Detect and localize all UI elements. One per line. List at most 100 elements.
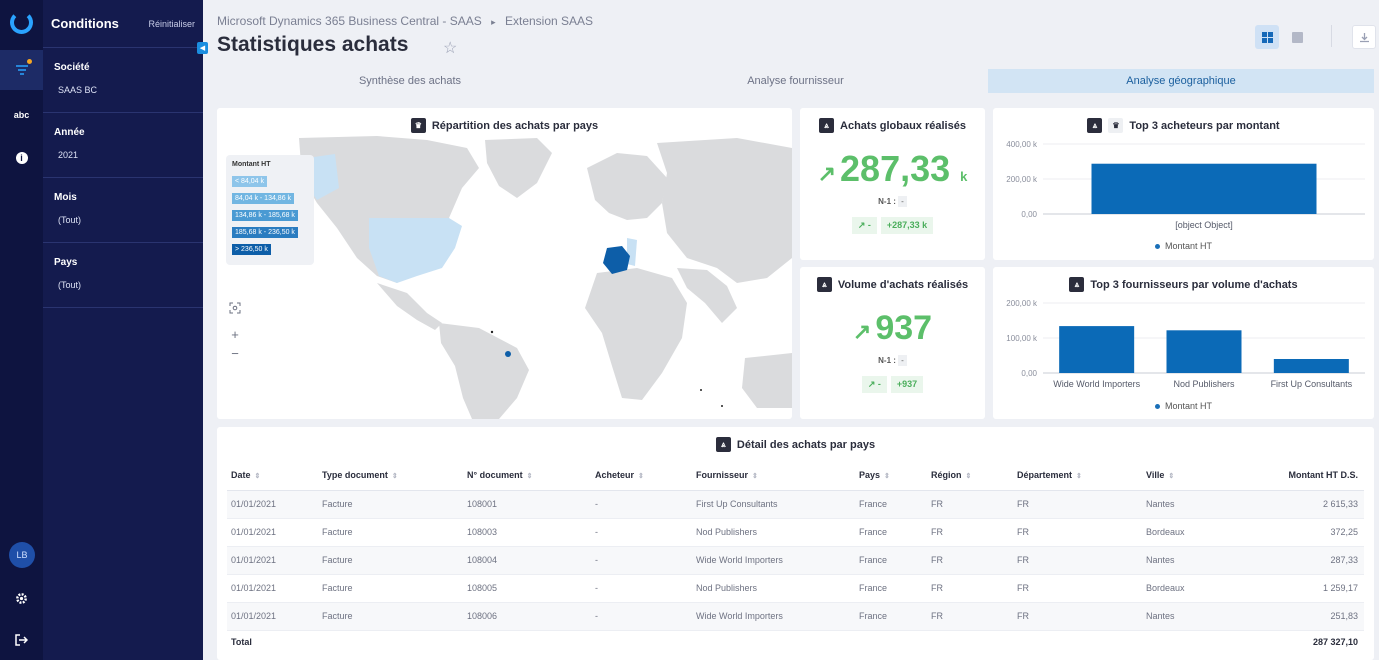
info-nav-button[interactable]: i — [0, 138, 43, 178]
sort-icon[interactable]: ⇕ — [752, 472, 758, 480]
table-cell: France — [855, 602, 927, 631]
map-legend: Montant HT < 84,04 k 84,04 k - 134,86 k … — [226, 155, 314, 265]
chart-legend[interactable]: Montant HT — [993, 401, 1374, 411]
single-view-button[interactable] — [1285, 25, 1309, 49]
legend-item[interactable]: 185,68 k - 236,50 k — [232, 225, 308, 242]
app-logo-icon — [10, 11, 33, 34]
sort-icon[interactable]: ⇕ — [884, 472, 890, 480]
settings-button[interactable] — [0, 578, 43, 618]
bar[interactable] — [1273, 359, 1349, 373]
bar[interactable] — [1166, 330, 1242, 373]
fit-map-button[interactable] — [225, 298, 245, 318]
grid-view-button[interactable] — [1255, 25, 1279, 49]
zoom-in-button[interactable]: + — [225, 324, 245, 344]
collapse-panel-button[interactable]: ◀ — [197, 42, 208, 54]
table-cell: Nod Publishers — [692, 518, 855, 547]
chevron-left-icon: ◀ — [199, 45, 206, 52]
top-buyers-card: ⩓ ♛ Top 3 acheteurs par montant 0,00 200,… — [993, 108, 1374, 260]
zoom-out-button[interactable]: − — [225, 343, 245, 363]
sort-icon[interactable]: ⇕ — [526, 472, 533, 480]
column-header[interactable]: Fournisseur ⇕ — [692, 460, 855, 491]
y-tick-label: 400,00 k — [1006, 140, 1038, 149]
column-header[interactable]: Région ⇕ — [927, 460, 1013, 491]
legend-item[interactable]: > 236,50 k — [232, 242, 308, 259]
top-suppliers-chart: 0,00 100,00 k 200,00 k Wide World Importers… — [1006, 299, 1365, 389]
legend-item[interactable]: < 84,04 k — [232, 174, 308, 191]
table-cell: FR — [1013, 546, 1142, 575]
table-cell: Facture — [318, 574, 463, 603]
column-header[interactable]: Type document ⇕ — [318, 460, 463, 491]
square-icon — [1291, 31, 1303, 43]
tab-fournisseur[interactable]: Analyse fournisseur — [747, 75, 844, 87]
sort-icon[interactable]: ⇕ — [638, 472, 644, 480]
table-row[interactable]: 01/01/2021 Facture 108005- Nod Publishers Fr… — [227, 574, 1364, 603]
breadcrumb-item[interactable]: Microsoft Dynamics 365 Business Central … — [217, 14, 482, 28]
kpi-delta: ↗ - +287,33 k — [800, 217, 985, 234]
table-cell: FR — [927, 602, 1013, 631]
filter-pays[interactable]: Pays (Tout) — [43, 243, 203, 308]
legend-swatch — [1154, 404, 1160, 410]
filter-societe[interactable]: Société SAAS BC — [43, 48, 203, 113]
legend-item[interactable]: 84,04 k - 134,86 k — [232, 191, 308, 208]
sort-icon[interactable]: ⇕ — [965, 472, 972, 480]
reset-button[interactable]: Réinitialiser — [148, 18, 195, 29]
column-header[interactable]: Acheteur ⇕ — [591, 460, 692, 491]
kpi-delta: ↗ - +937 — [800, 376, 985, 393]
table-cell: 108006 — [463, 602, 591, 631]
filter-label: Mois — [54, 192, 77, 203]
table-cell: Facture — [318, 490, 463, 519]
filter-annee[interactable]: Année 2021 — [43, 113, 203, 178]
sort-icon[interactable]: ⇕ — [1076, 472, 1082, 480]
filter-nav-button[interactable] — [0, 50, 43, 90]
bar[interactable] — [1091, 163, 1317, 214]
filter-value: (Tout) — [58, 280, 82, 290]
legend-item[interactable]: 134,86 k - 185,68 k — [232, 208, 308, 225]
total-value: 287 327,10 — [1274, 630, 1364, 654]
world-map[interactable] — [217, 108, 792, 419]
breadcrumb-item[interactable]: Extension SAAS — [504, 14, 594, 28]
bar[interactable] — [1059, 326, 1135, 373]
table-cell: FR — [927, 574, 1013, 603]
avatar[interactable]: LB — [9, 542, 35, 568]
table-row[interactable]: 01/01/2021 Facture 108004- Wide World Impor… — [227, 546, 1364, 575]
sort-icon[interactable]: ⇕ — [391, 472, 398, 480]
chart-icon: ⩓ — [715, 437, 731, 452]
column-header[interactable]: Pays ⇕ — [855, 460, 927, 491]
table-row[interactable]: 01/01/2021 Facture 108003- Nod Publishers Fr… — [227, 518, 1364, 547]
card-title: ⩓ ♛ Top 3 acheteurs par montant — [993, 118, 1374, 133]
column-header[interactable]: Département ⇕ — [1013, 460, 1142, 491]
column-header[interactable]: Ville ⇕ — [1142, 460, 1274, 491]
chart-icon: ⩓ — [816, 277, 832, 292]
table-cell: 01/01/2021 — [227, 602, 318, 631]
sort-icon[interactable]: ⇕ — [254, 472, 261, 480]
table-header-row: Date ⇕ Type document ⇕ N° document ⇕ Acheteur ⇕… — [227, 460, 1364, 491]
tab-geographique[interactable]: Analyse géographique — [988, 69, 1374, 93]
gear-icon — [16, 592, 27, 604]
crown-icon: ♛ — [410, 118, 426, 133]
divider — [1331, 25, 1332, 47]
table-cell: Facture — [318, 518, 463, 547]
y-tick-label: 0,00 — [1021, 369, 1037, 378]
sort-icon[interactable]: ⇕ — [1168, 472, 1175, 480]
column-header[interactable]: Montant HT D.S. — [1274, 460, 1364, 491]
download-button[interactable] — [1352, 25, 1376, 49]
table-cell: - — [591, 518, 692, 547]
chart-icon: ⩓ — [1069, 277, 1085, 292]
filter-mois[interactable]: Mois (Tout) — [43, 178, 203, 243]
kpi-previous: N-1 : - — [800, 355, 985, 366]
table-row[interactable]: 01/01/2021 Facture 108006- Wide World Impor… — [227, 602, 1364, 631]
table-row[interactable]: 01/01/2021 Facture 108001- First Up Consult… — [227, 490, 1364, 519]
column-header[interactable]: N° document ⇕ — [463, 460, 591, 491]
favorite-star-icon[interactable]: ☆ — [443, 40, 458, 57]
chart-legend[interactable]: Montant HT — [993, 241, 1374, 251]
table-cell: Nantes — [1142, 490, 1274, 519]
table-cell: 108004 — [463, 546, 591, 575]
grid-icon — [1261, 31, 1273, 43]
abc-nav-button[interactable]: abc — [0, 95, 43, 135]
logout-button[interactable] — [0, 620, 43, 660]
tab-synthese[interactable]: Synthèse des achats — [358, 75, 462, 87]
filter-label: Année — [54, 127, 85, 138]
column-header[interactable]: Date ⇕ — [227, 460, 318, 491]
table-cell: 01/01/2021 — [227, 490, 318, 519]
top-buyers-chart: 0,00 200,00 k 400,00 k [object Object] — [1006, 140, 1365, 230]
